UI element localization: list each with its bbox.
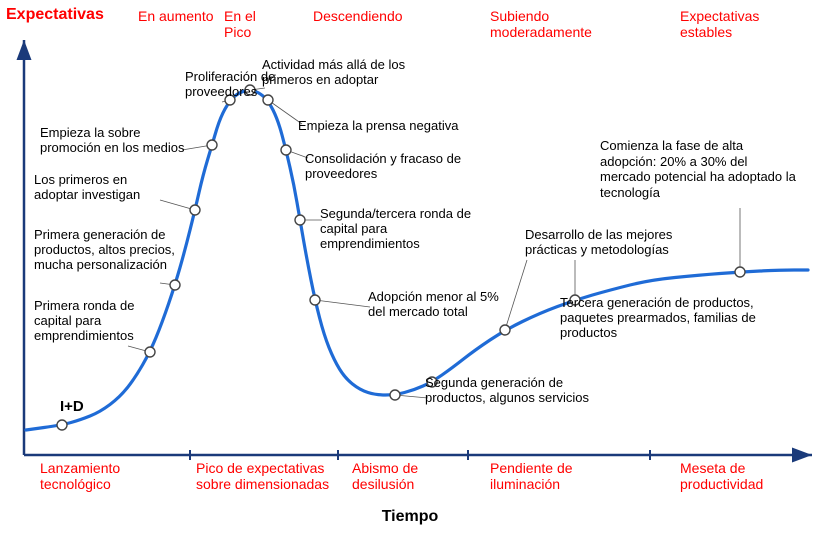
rd-origin-label: I+D	[60, 398, 84, 415]
annotation-a11: Segunda generación de productos, algunos…	[425, 376, 595, 406]
hype-cycle-diagram: Expectativas I+D Tiempo En aumentoEn el …	[0, 0, 820, 533]
annotation-a2: Primera generación de productos, altos p…	[34, 228, 194, 273]
phase-top-2: Descendiendo	[313, 8, 433, 24]
annotation-a3: Los primeros en adoptar investigan	[34, 173, 174, 203]
annotation-a7: Empieza la prensa negativa	[298, 119, 488, 134]
phase-top-0: En aumento	[138, 8, 228, 24]
y-axis-title: Expectativas	[6, 6, 104, 24]
phase-top-1: En el Pico	[224, 8, 284, 40]
annotation-a6: Actividad más allá de los primeros en ad…	[262, 58, 412, 88]
phase-bottom-0: Lanzamiento tecnológico	[40, 460, 180, 492]
annotation-a12: Desarrollo de las mejores prácticas y me…	[525, 228, 715, 258]
x-axis-title: Tiempo	[0, 508, 820, 526]
phase-bottom-1: Pico de expectativas sobre dimensionadas	[196, 460, 346, 492]
phase-bottom-4: Meseta de productividad	[680, 460, 810, 492]
annotation-a14: Comienza la fase de alta adopción: 20% a…	[600, 138, 800, 200]
annotation-a8: Consolidación y fracaso de proveedores	[305, 152, 465, 182]
phase-top-3: Subiendo moderadamente	[490, 8, 620, 40]
annotation-a9: Segunda/tercera ronda de capital para em…	[320, 207, 490, 252]
annotation-a4: Empieza la sobre promoción en los medios	[40, 126, 190, 156]
phase-bottom-2: Abismo de desilusión	[352, 460, 462, 492]
phase-bottom-3: Pendiente de iluminación	[490, 460, 630, 492]
annotation-a10: Adopción menor al 5% del mercado total	[368, 290, 508, 320]
annotation-a13: Tercera generación de productos, paquete…	[560, 296, 780, 341]
phase-top-4: Expectativas estables	[680, 8, 810, 40]
annotation-a1: Primera ronda de capital para emprendimi…	[34, 299, 164, 344]
